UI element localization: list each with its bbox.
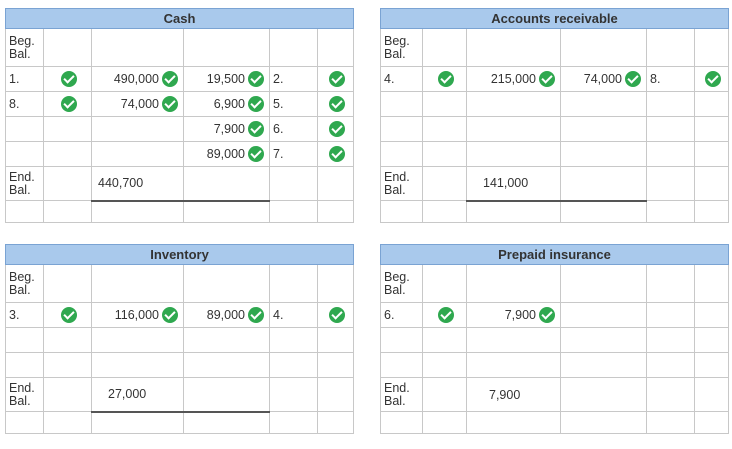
check-circle-icon <box>329 71 346 87</box>
beg-bal-label: Beg. Bal. <box>5 28 44 67</box>
debit-input[interactable] <box>466 264 561 303</box>
debit-amount[interactable]: 490,000 <box>91 66 184 92</box>
accounts-receivable-t-account: Accounts receivable Beg. Bal. 4. 215,000 … <box>379 8 730 223</box>
beg-bal-label: Beg. Bal. <box>380 264 423 303</box>
debit-input[interactable] <box>91 28 184 67</box>
end-balance: 440,700 <box>91 166 184 202</box>
end-bal-label: End. Bal. <box>5 377 44 412</box>
check-circle-icon <box>61 71 77 87</box>
account-title: Cash <box>4 8 355 29</box>
ref-cell[interactable]: 8. <box>5 91 44 117</box>
beg-bal-label: Beg. Bal. <box>380 28 423 67</box>
check-circle-icon <box>162 71 178 87</box>
check-circle-icon <box>705 71 722 87</box>
check-circle-icon <box>61 307 77 323</box>
credit-input[interactable] <box>560 28 647 67</box>
ref-input[interactable] <box>422 264 467 303</box>
ref-cell[interactable]: 6. <box>380 302 423 328</box>
end-balance: 141,000 <box>466 166 561 202</box>
credit-amount[interactable]: 74,000 <box>560 66 647 92</box>
account-title: Accounts receivable <box>379 8 730 29</box>
account-title: Prepaid insurance <box>380 244 729 265</box>
ref-input[interactable] <box>269 28 318 67</box>
check-circle-icon <box>248 307 264 323</box>
ref-cell[interactable]: 4. <box>380 66 423 92</box>
inventory-t-account: Inventory Beg. Bal. 3. 116,000 89,000 4. … <box>4 244 355 434</box>
end-bal-label: End. Bal. <box>380 377 423 412</box>
check-circle-icon <box>438 71 454 87</box>
ref-input[interactable] <box>646 302 695 328</box>
credit-input[interactable] <box>560 302 647 328</box>
debit-amount[interactable]: 215,000 <box>466 66 561 92</box>
end-bal-label: End. Bal. <box>5 166 44 201</box>
ref-cell[interactable]: 7. <box>269 141 318 167</box>
check-circle-icon <box>625 71 641 87</box>
check-circle-icon <box>248 146 264 162</box>
check-circle-icon <box>539 71 555 87</box>
debit-amount[interactable]: 116,000 <box>91 302 184 328</box>
end-balance: 27,000 <box>91 377 184 413</box>
check-circle-icon <box>162 96 178 112</box>
check-circle-icon <box>248 121 264 137</box>
ref-input[interactable] <box>646 28 695 67</box>
check-circle-icon <box>329 146 346 162</box>
debit-input[interactable] <box>466 28 561 67</box>
credit-amount[interactable]: 89,000 <box>183 302 270 328</box>
check-circle-icon <box>162 307 178 323</box>
ref-cell[interactable]: 6. <box>269 116 318 142</box>
ref-input[interactable] <box>646 264 695 303</box>
credit-input[interactable] <box>560 264 647 303</box>
check-circle-icon <box>329 307 346 323</box>
beg-bal-label: Beg. Bal. <box>5 264 44 303</box>
ref-cell[interactable]: 4. <box>269 302 318 328</box>
ref-input[interactable] <box>43 28 92 67</box>
check-circle-icon <box>539 307 555 323</box>
credit-amount[interactable]: 19,500 <box>183 66 270 92</box>
ref-cell[interactable]: 3. <box>5 302 44 328</box>
end-bal-label: End. Bal. <box>380 166 423 201</box>
ref-cell[interactable]: 1. <box>5 66 44 92</box>
cash-t-account: Cash Beg. Bal. 1. 490,000 19,500 2. 8. 74… <box>4 8 355 223</box>
ref-input[interactable] <box>422 28 467 67</box>
prepaid-insurance-t-account: Prepaid insurance Beg. Bal. 6. 7,900 End.… <box>380 244 729 434</box>
check-circle-icon <box>248 71 264 87</box>
debit-input[interactable] <box>91 264 184 303</box>
debit-amount[interactable]: 74,000 <box>91 91 184 117</box>
check-circle-icon <box>329 96 346 112</box>
check-circle-icon <box>329 121 346 137</box>
check-circle-icon <box>438 307 454 323</box>
credit-amount[interactable]: 6,900 <box>183 91 270 117</box>
credit-input[interactable] <box>183 264 270 303</box>
check-circle-icon <box>248 96 264 112</box>
check-circle-icon <box>61 96 77 112</box>
ref-cell[interactable]: 5. <box>269 91 318 117</box>
ref-cell[interactable]: 2. <box>269 66 318 92</box>
credit-amount[interactable]: 89,000 <box>183 141 270 167</box>
ref-cell[interactable]: 8. <box>646 66 695 92</box>
credit-amount[interactable]: 7,900 <box>183 116 270 142</box>
credit-input[interactable] <box>183 28 270 67</box>
end-balance: 7,900 <box>466 377 561 412</box>
ref-input[interactable] <box>43 264 92 303</box>
account-title: Inventory <box>4 244 355 265</box>
ref-input[interactable] <box>269 264 318 303</box>
debit-amount[interactable]: 7,900 <box>466 302 561 328</box>
